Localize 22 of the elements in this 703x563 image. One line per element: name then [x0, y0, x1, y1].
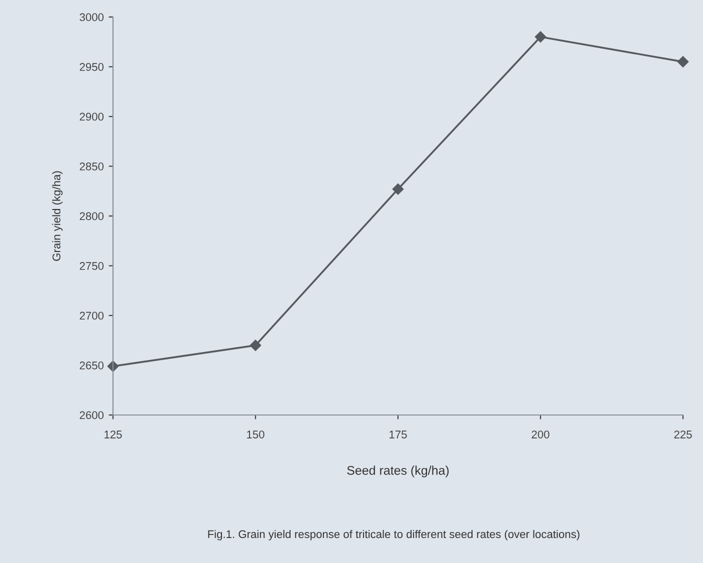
point [107, 360, 119, 372]
x-tick-label: 150 [247, 430, 264, 438]
y-tick-label: 2600 [80, 411, 104, 420]
y-tick-label: 2850 [80, 162, 104, 170]
point [392, 184, 404, 195]
y-tick-label: 2900 [80, 112, 104, 121]
x-tick-label: 125 [104, 430, 122, 438]
x-tick-label: 200 [532, 430, 550, 438]
y-tick-label: 2650 [80, 362, 104, 370]
y-tick-label: 3000 [80, 13, 104, 22]
caption: Fig.1. Grain yield response of triticale to different seed rates (over locations) [208, 530, 580, 540]
point [534, 31, 546, 43]
x-tick-label: 225 [674, 430, 692, 438]
point [250, 340, 262, 351]
y-tick-label: 2800 [80, 212, 104, 220]
x-axis-title: Seed rates (kg/ha) [347, 466, 449, 478]
x-tick-label: 175 [390, 430, 407, 438]
y-axis-title: Grain yield (kg/ha) [52, 171, 63, 261]
y-tick-label: 2750 [80, 262, 104, 270]
point [677, 56, 689, 68]
y-tick-label: 2700 [80, 312, 104, 320]
y-tick-label: 2950 [80, 63, 104, 71]
